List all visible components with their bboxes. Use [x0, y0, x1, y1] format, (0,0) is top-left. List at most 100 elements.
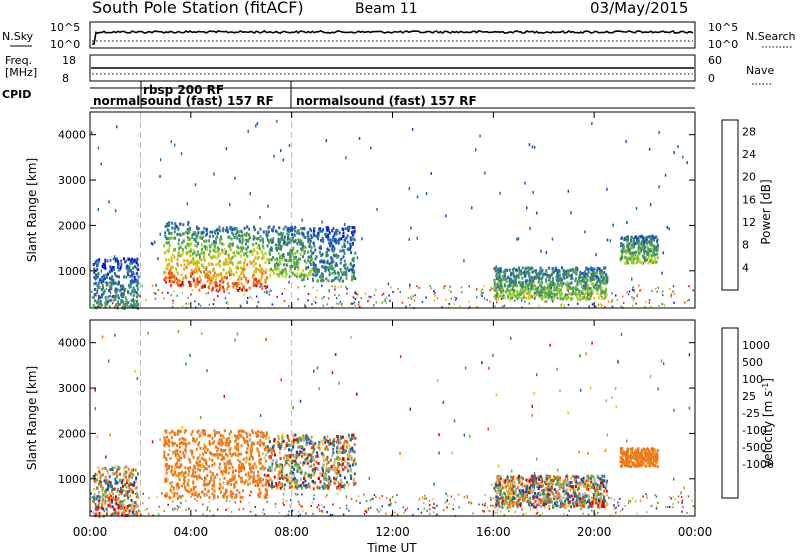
noise-cell	[450, 495, 453, 498]
echo-cell	[180, 263, 183, 267]
echo-cell	[125, 465, 128, 469]
echo-cell	[347, 469, 349, 473]
speckle-cell	[273, 154, 275, 158]
speckle-cell	[152, 242, 154, 246]
echo-cell	[212, 234, 214, 238]
echo-cell	[264, 483, 267, 487]
echo-cell	[220, 242, 223, 246]
echo-cell	[209, 470, 212, 474]
echo-cell	[226, 230, 229, 234]
echo-cell	[243, 261, 246, 264]
noise-cell	[301, 505, 303, 508]
echo-cell	[251, 443, 253, 446]
echo-cell	[275, 243, 277, 247]
echo-cell	[198, 453, 201, 457]
echo-cell	[250, 470, 252, 473]
echo-cell	[168, 440, 171, 444]
noise-cell	[98, 304, 100, 307]
echo-cell	[282, 227, 285, 231]
echo-cell	[294, 225, 297, 229]
echo-cell	[233, 483, 236, 486]
echo-cell	[127, 283, 130, 287]
speckle-cell	[334, 465, 336, 469]
echo-cell	[170, 265, 173, 269]
echo-cell	[344, 460, 347, 464]
echo-cell	[494, 286, 497, 290]
echo-cell	[253, 283, 256, 287]
echo-cell	[277, 476, 280, 480]
echo-cell	[304, 479, 307, 483]
echo-cell	[571, 267, 574, 271]
echo-cell	[509, 281, 511, 285]
speckle-cell	[528, 143, 531, 147]
echo-cell	[251, 429, 254, 433]
echo-cell	[125, 485, 128, 489]
echo-cell	[533, 287, 536, 291]
echo-cell	[260, 457, 263, 461]
noise-cell	[599, 303, 601, 305]
echo-cell	[282, 269, 284, 273]
echo-cell	[268, 240, 270, 244]
echo-cell	[193, 493, 196, 497]
echo-cell	[564, 293, 567, 297]
noise-cell	[234, 501, 237, 504]
noise-cell	[365, 511, 368, 514]
echo-cell	[563, 276, 566, 280]
noise-cell	[662, 294, 664, 297]
echo-cell	[197, 463, 200, 466]
echo-cell	[265, 286, 268, 289]
echo-cell	[169, 496, 171, 500]
echo-cell	[200, 278, 202, 282]
speckle-cell	[186, 202, 188, 206]
echo-cell	[345, 270, 347, 274]
noise-cell	[381, 301, 384, 304]
echo-cell	[225, 495, 228, 499]
echo-cell	[571, 297, 574, 301]
echo-cell	[302, 463, 305, 467]
echo-cell	[240, 466, 243, 469]
echo-cell	[338, 447, 341, 451]
echo-cell	[333, 233, 336, 237]
echo-cell	[338, 441, 340, 445]
echo-cell	[315, 255, 318, 259]
noise-cell	[645, 493, 647, 496]
colorbar-tick-label: 24	[742, 148, 756, 161]
echo-cell	[518, 280, 520, 284]
speckle-cell	[556, 468, 559, 472]
echo-cell	[308, 242, 311, 246]
echo-cell	[545, 272, 548, 276]
echo-cell	[250, 453, 253, 457]
echo-cell	[258, 458, 261, 462]
echo-cell	[112, 278, 115, 282]
echo-cell	[202, 266, 205, 270]
freq-label-1: Freq.	[5, 54, 32, 67]
echo-cell	[124, 483, 126, 487]
echo-cell	[303, 477, 306, 481]
echo-cell	[122, 477, 125, 481]
echo-cell	[297, 257, 300, 261]
echo-cell	[184, 429, 186, 433]
echo-cell	[640, 247, 643, 251]
echo-cell	[298, 452, 301, 456]
echo-cell	[352, 436, 355, 440]
echo-cell	[318, 227, 321, 231]
echo-cell	[111, 275, 114, 279]
echo-cell	[299, 239, 301, 243]
noise-cell	[423, 507, 425, 510]
echo-cell	[120, 299, 123, 302]
echo-cell	[595, 280, 598, 284]
echo-cell	[241, 237, 244, 241]
echo-cell	[188, 244, 190, 248]
echo-cell	[312, 481, 315, 485]
echo-cell	[350, 476, 353, 480]
echo-cell	[308, 238, 311, 242]
noise-cell	[432, 506, 434, 509]
echo-cell	[184, 448, 187, 452]
echo-cell	[289, 255, 292, 259]
noise-cell	[686, 512, 688, 514]
echo-cell	[165, 430, 168, 434]
echo-cell	[335, 440, 338, 444]
noise-cell	[368, 507, 370, 510]
echo-cell	[132, 266, 135, 270]
echo-cell	[179, 245, 182, 249]
